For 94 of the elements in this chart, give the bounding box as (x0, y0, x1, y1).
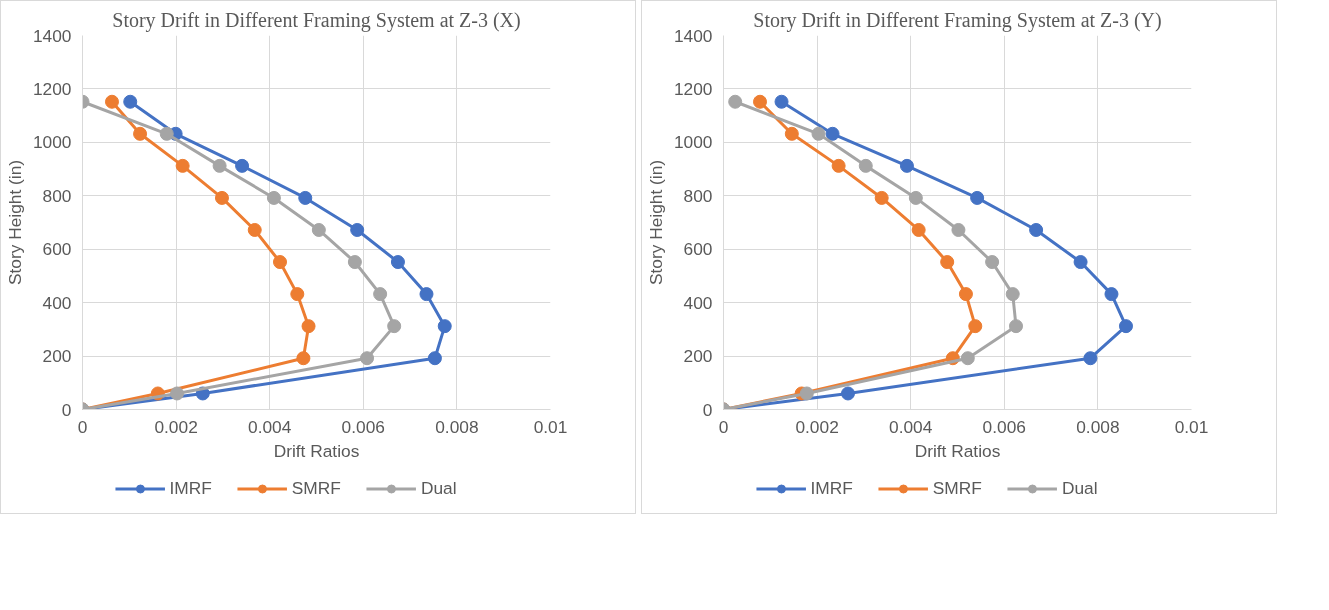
point (123, 94, 138, 109)
x-axis-title: Drift Ratios (914, 440, 1001, 461)
y-tick-label: 400 (42, 292, 72, 313)
point (290, 287, 305, 302)
point (1118, 319, 1133, 334)
legend-label: IMRF (169, 477, 212, 499)
y-tick-label: 800 (42, 185, 72, 206)
point (951, 222, 966, 237)
y-tick-label: 200 (683, 346, 713, 367)
y-tick-label: 600 (42, 239, 72, 260)
point (387, 319, 402, 334)
x-tick-label: 0.01 (1174, 416, 1209, 437)
point (831, 158, 846, 173)
point (419, 287, 434, 302)
point (1104, 287, 1119, 302)
point (784, 126, 799, 141)
x-tick-label: 0.008 (1076, 416, 1120, 437)
point (911, 222, 926, 237)
x-axis-title: Drift Ratios (273, 440, 360, 461)
y-tick-label: 1400 (32, 25, 72, 46)
y-tick-label: 800 (683, 185, 713, 206)
x-tick-label: 0.002 (795, 416, 839, 437)
y-tick-label: 200 (42, 346, 72, 367)
point (214, 190, 229, 205)
y-tick-label: 1000 (32, 132, 72, 153)
point (985, 255, 1000, 270)
point (899, 158, 914, 173)
point (360, 351, 375, 366)
legend-label: SMRF (932, 477, 982, 499)
y-axis-title: Story Height (in) (645, 159, 666, 286)
point (159, 126, 174, 141)
point (273, 255, 287, 270)
x-tick-label: 0.004 (889, 416, 933, 437)
point (1005, 287, 1020, 302)
point (1073, 255, 1088, 270)
point (1029, 222, 1044, 237)
point (1009, 319, 1023, 334)
y-tick-label: 0 (61, 399, 72, 420)
x-tick-label: 0.01 (533, 416, 568, 437)
point (427, 351, 442, 366)
point (311, 222, 326, 237)
point (753, 94, 767, 109)
point (960, 351, 975, 366)
x-tick-label: 0.004 (248, 416, 292, 437)
point (774, 94, 789, 109)
point (247, 222, 262, 237)
y-tick-label: 1000 (673, 132, 713, 153)
point (1083, 351, 1098, 366)
y-tick-label: 1400 (673, 25, 713, 46)
point (840, 386, 855, 401)
point (968, 319, 983, 334)
point (296, 351, 311, 366)
legend-label: Dual (420, 477, 457, 499)
chart-title: Story Drift in Different Framing System at Z-3 (X) (112, 8, 521, 32)
point (347, 255, 362, 270)
y-tick-label: 1200 (673, 78, 713, 99)
chart-title: Story Drift in Different Framing System at Z-3 (Y) (753, 8, 1162, 32)
point (390, 255, 405, 270)
x-tick-label: 0 (77, 416, 88, 437)
point (958, 287, 973, 302)
legend-label: Dual (1061, 477, 1098, 499)
point (298, 190, 313, 205)
point (104, 94, 119, 109)
x-tick-label: 0.006 (341, 416, 385, 437)
point (970, 190, 985, 205)
point (437, 319, 452, 334)
point (799, 386, 814, 401)
point (133, 126, 148, 141)
point (350, 222, 365, 237)
y-tick-label: 0 (702, 399, 713, 420)
x-tick-label: 0.006 (982, 416, 1026, 437)
y-tick-label: 600 (683, 239, 713, 260)
point (874, 190, 889, 205)
point (825, 126, 840, 141)
x-tick-label: 0.008 (435, 416, 479, 437)
point (266, 190, 281, 205)
y-tick-label: 1200 (32, 78, 72, 99)
point (858, 158, 873, 173)
point (212, 158, 227, 173)
y-tick-label: 400 (683, 292, 713, 313)
point (908, 190, 923, 205)
legend-label: IMRF (810, 477, 853, 499)
x-tick-label: 0.002 (154, 416, 198, 437)
point (811, 126, 826, 141)
x-tick-label: 0 (718, 416, 729, 437)
point (235, 158, 250, 173)
point (170, 386, 185, 401)
y-axis-title: Story Height (in) (4, 159, 25, 286)
point (301, 319, 316, 334)
point (728, 94, 743, 109)
point (175, 158, 190, 173)
point (940, 255, 955, 270)
legend-label: SMRF (291, 477, 341, 499)
point (373, 287, 388, 302)
